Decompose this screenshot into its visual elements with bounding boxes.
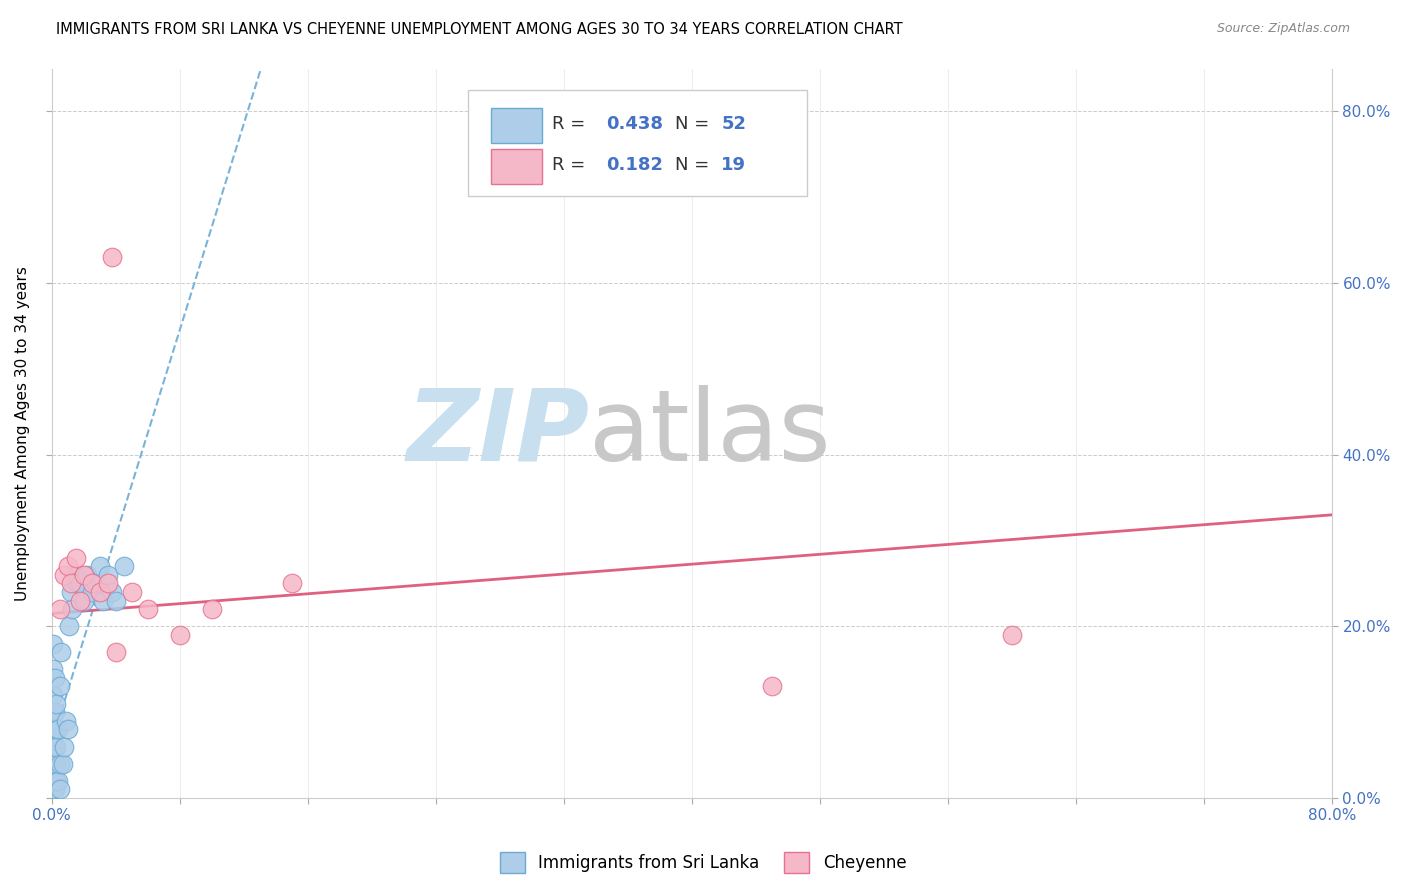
- Point: [96, 568, 118, 582]
- Text: 52: 52: [721, 114, 747, 133]
- Point: [44, 756, 66, 771]
- Point: [44, 782, 66, 797]
- Point: [59, 585, 82, 599]
- Point: [91, 593, 114, 607]
- Point: [45, 773, 67, 788]
- Point: [48, 756, 70, 771]
- Point: [72, 593, 94, 607]
- Point: [55, 714, 77, 728]
- Point: [53, 739, 76, 754]
- FancyBboxPatch shape: [491, 149, 541, 184]
- Point: [80, 585, 103, 599]
- Point: [42, 688, 65, 702]
- Text: IMMIGRANTS FROM SRI LANKA VS CHEYENNE UNEMPLOYMENT AMONG AGES 30 TO 34 YEARS COR: IMMIGRANTS FROM SRI LANKA VS CHEYENNE UN…: [56, 22, 903, 37]
- Point: [41, 705, 63, 719]
- Point: [46, 773, 69, 788]
- Point: [44, 773, 66, 788]
- Point: [89, 559, 111, 574]
- Point: [65, 568, 87, 582]
- Point: [1001, 628, 1024, 642]
- Point: [42, 756, 65, 771]
- Point: [42, 739, 65, 754]
- Point: [72, 568, 94, 582]
- Point: [49, 645, 72, 659]
- Text: R =: R =: [553, 155, 592, 174]
- Point: [45, 739, 67, 754]
- Point: [48, 782, 70, 797]
- Point: [53, 568, 76, 582]
- Point: [200, 602, 222, 616]
- Point: [46, 723, 69, 737]
- Point: [101, 585, 124, 599]
- Text: N =: N =: [675, 114, 716, 133]
- Text: N =: N =: [675, 155, 716, 174]
- Point: [56, 723, 79, 737]
- Point: [89, 585, 111, 599]
- Point: [52, 756, 75, 771]
- Point: [76, 568, 98, 582]
- Point: [44, 723, 66, 737]
- Point: [45, 697, 67, 711]
- Text: 19: 19: [721, 155, 747, 174]
- Point: [80, 576, 103, 591]
- Point: [41, 773, 63, 788]
- Point: [41, 723, 63, 737]
- Text: atlas: atlas: [589, 384, 831, 482]
- Point: [69, 576, 91, 591]
- Point: [101, 251, 124, 265]
- Point: [86, 576, 108, 591]
- Text: Source: ZipAtlas.com: Source: ZipAtlas.com: [1216, 22, 1350, 36]
- Point: [66, 576, 89, 591]
- Text: 0.182: 0.182: [606, 155, 664, 174]
- Point: [41, 756, 63, 771]
- Text: ZIP: ZIP: [406, 384, 589, 482]
- Point: [44, 739, 66, 754]
- Point: [42, 765, 65, 780]
- Point: [121, 585, 143, 599]
- FancyBboxPatch shape: [491, 108, 541, 143]
- Legend: Immigrants from Sri Lanka, Cheyenne: Immigrants from Sri Lanka, Cheyenne: [494, 846, 912, 880]
- Point: [761, 680, 783, 694]
- Point: [42, 748, 65, 763]
- Point: [169, 628, 191, 642]
- Point: [42, 782, 65, 797]
- Point: [136, 602, 159, 616]
- Point: [44, 705, 66, 719]
- Y-axis label: Unemployment Among Ages 30 to 34 years: Unemployment Among Ages 30 to 34 years: [15, 266, 30, 600]
- Point: [104, 645, 127, 659]
- Point: [96, 576, 118, 591]
- Point: [48, 602, 70, 616]
- FancyBboxPatch shape: [468, 90, 807, 196]
- Point: [42, 723, 65, 737]
- Point: [48, 680, 70, 694]
- Point: [69, 593, 91, 607]
- Point: [104, 593, 127, 607]
- Point: [45, 756, 67, 771]
- Text: 0.438: 0.438: [606, 114, 664, 133]
- Point: [59, 576, 82, 591]
- Point: [42, 636, 65, 650]
- Point: [58, 619, 80, 633]
- Point: [112, 559, 135, 574]
- Point: [56, 559, 79, 574]
- Point: [42, 662, 65, 676]
- Point: [44, 671, 66, 685]
- Point: [280, 576, 302, 591]
- Point: [42, 773, 65, 788]
- Point: [60, 602, 83, 616]
- Point: [65, 550, 87, 565]
- Point: [41, 739, 63, 754]
- Text: R =: R =: [553, 114, 592, 133]
